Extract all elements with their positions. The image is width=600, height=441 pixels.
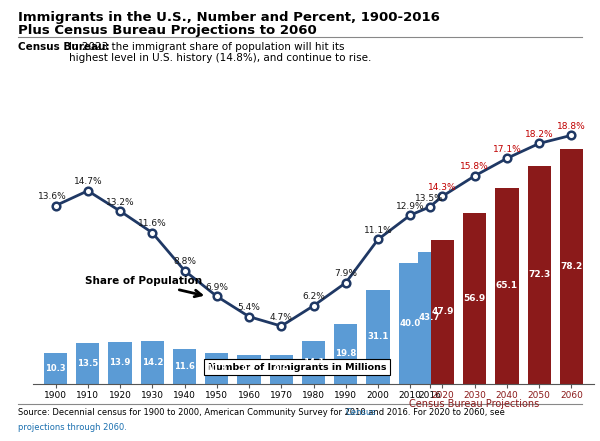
Text: 12.9%: 12.9% <box>396 202 425 211</box>
Bar <box>418 252 441 384</box>
Text: 7.9%: 7.9% <box>334 269 357 278</box>
Text: 14.3%: 14.3% <box>428 183 457 192</box>
Text: Census Bureau:: Census Bureau: <box>18 42 110 52</box>
Text: 14.1: 14.1 <box>303 358 324 367</box>
Text: 13.9: 13.9 <box>109 358 131 367</box>
Bar <box>496 188 518 384</box>
Bar <box>431 239 454 384</box>
Text: 13.5%: 13.5% <box>415 194 444 202</box>
Text: Plus Census Bureau Projections to 2060: Plus Census Bureau Projections to 2060 <box>18 24 317 37</box>
Text: Census Bureau Projections: Census Bureau Projections <box>409 399 539 409</box>
Text: 43.7: 43.7 <box>419 314 440 322</box>
Text: 11.6: 11.6 <box>174 362 195 371</box>
Text: 9.6: 9.6 <box>274 365 289 374</box>
Text: 15.8%: 15.8% <box>460 162 489 172</box>
Text: 65.1: 65.1 <box>496 281 518 290</box>
Text: Census: Census <box>346 408 376 417</box>
Text: 56.9: 56.9 <box>464 294 486 303</box>
Text: 78.2: 78.2 <box>560 262 583 271</box>
Bar <box>44 353 67 384</box>
Text: 19.8: 19.8 <box>335 349 356 359</box>
Text: 11.6%: 11.6% <box>138 219 167 228</box>
Text: Source: Decennial census for 1900 to 2000, American Community Survey for 2010 an: Source: Decennial census for 1900 to 200… <box>18 408 508 417</box>
Text: 8.8%: 8.8% <box>173 257 196 266</box>
Text: 17.1%: 17.1% <box>493 145 521 154</box>
Text: 18.2%: 18.2% <box>525 130 554 139</box>
Bar <box>269 355 293 384</box>
Text: 40.0: 40.0 <box>400 319 421 328</box>
Text: 47.9: 47.9 <box>431 307 454 316</box>
Text: In 2023 the immigrant share of population will hit its
highest level in U.S. his: In 2023 the immigrant share of populatio… <box>69 42 371 64</box>
Text: 13.6%: 13.6% <box>38 192 67 201</box>
Text: 6.2%: 6.2% <box>302 292 325 301</box>
Text: 5.4%: 5.4% <box>238 303 260 312</box>
Bar <box>173 349 196 384</box>
Text: 13.2%: 13.2% <box>106 198 134 206</box>
Text: 9.7: 9.7 <box>242 365 256 374</box>
Bar <box>527 166 551 384</box>
Text: 31.1: 31.1 <box>367 333 389 341</box>
Text: 10.3: 10.3 <box>45 364 66 373</box>
Bar <box>334 324 358 384</box>
Text: 13.5: 13.5 <box>77 359 98 368</box>
Bar <box>560 149 583 384</box>
Bar <box>367 290 389 384</box>
Text: Share of Population: Share of Population <box>85 277 202 297</box>
Bar <box>463 213 487 384</box>
Text: 18.8%: 18.8% <box>557 122 586 131</box>
Bar <box>140 341 164 384</box>
Text: 10.3: 10.3 <box>206 364 227 373</box>
Text: 72.3: 72.3 <box>528 270 550 280</box>
Text: 6.9%: 6.9% <box>205 283 228 292</box>
Text: 11.1%: 11.1% <box>364 226 392 235</box>
Bar <box>302 341 325 384</box>
Bar <box>109 342 131 384</box>
Bar <box>398 263 422 384</box>
Text: projections through 2060.: projections through 2060. <box>18 423 127 432</box>
Text: 4.7%: 4.7% <box>270 313 293 321</box>
Text: 14.7%: 14.7% <box>73 177 102 186</box>
Text: Immigrants in the U.S., Number and Percent, 1900-2016: Immigrants in the U.S., Number and Perce… <box>18 11 440 24</box>
Bar <box>76 343 100 384</box>
Bar <box>238 355 260 384</box>
Text: 14.2: 14.2 <box>142 358 163 367</box>
Bar <box>205 353 229 384</box>
Text: Number of Immigrants in Millions: Number of Immigrants in Millions <box>208 363 386 372</box>
